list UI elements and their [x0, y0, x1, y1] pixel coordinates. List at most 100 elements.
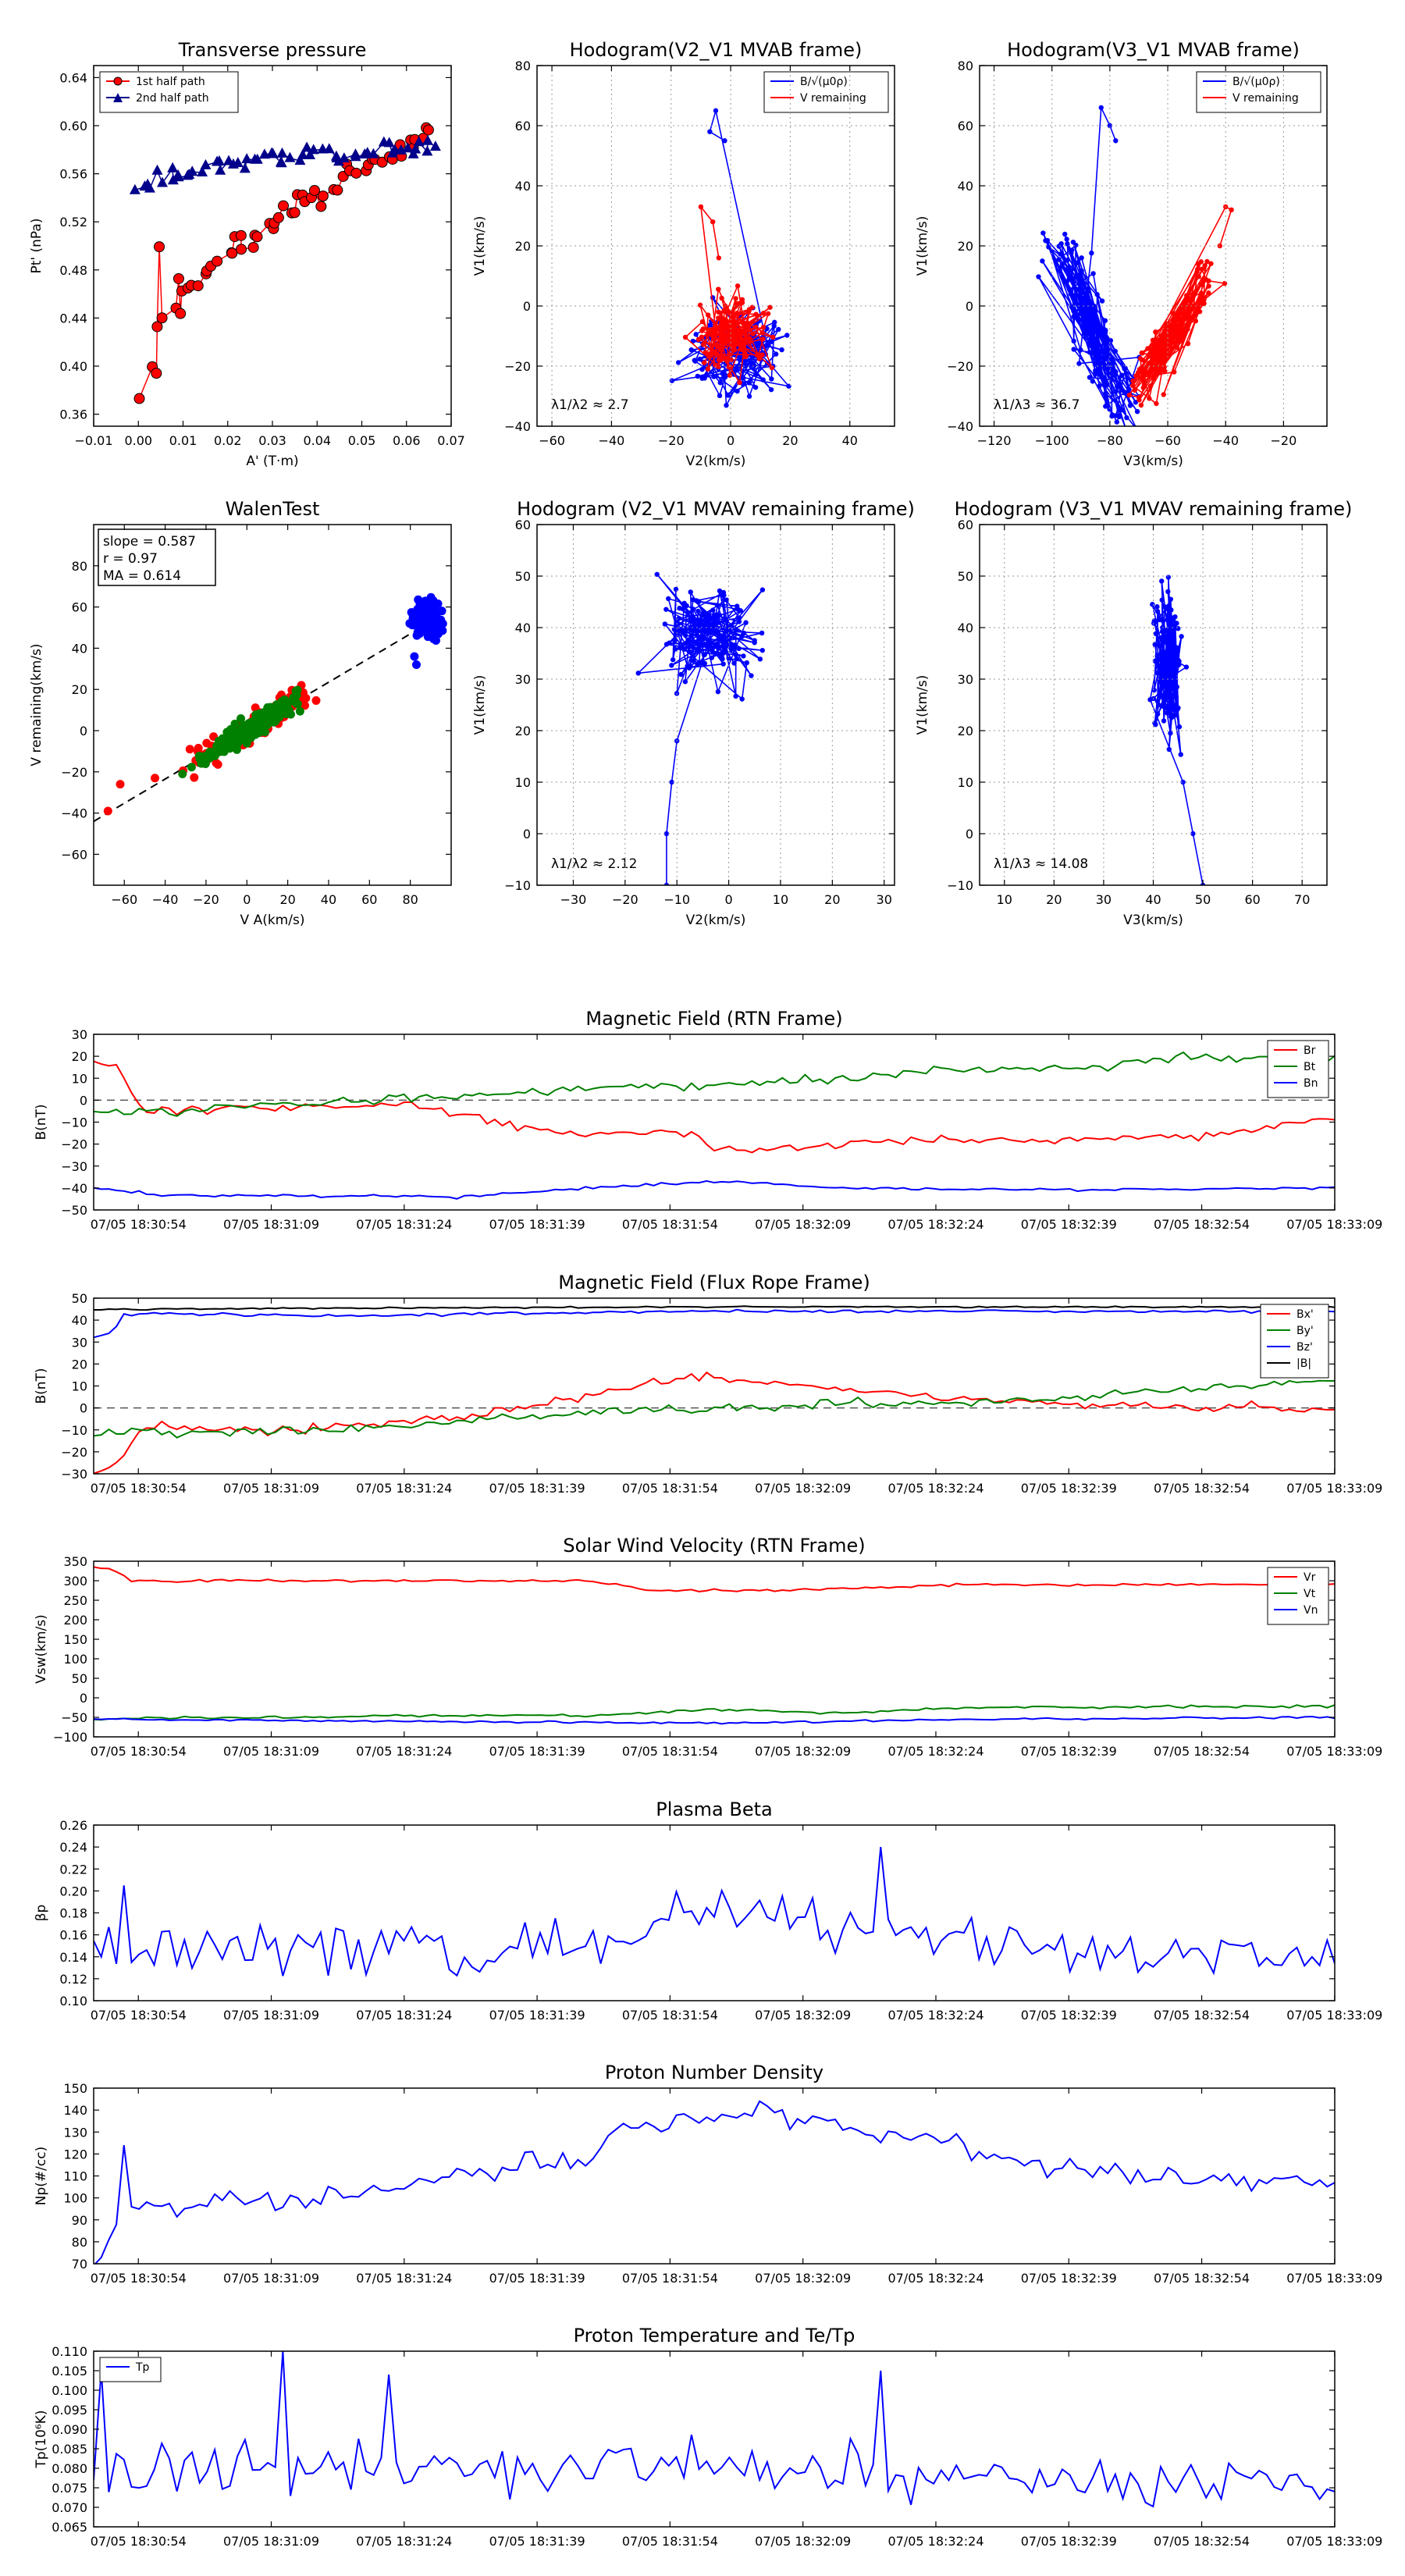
- scatter-point: [425, 622, 435, 632]
- data-point: [713, 642, 720, 647]
- data-point: [1174, 621, 1179, 626]
- y-tick-label: 20: [958, 239, 973, 254]
- data-point: [760, 336, 766, 342]
- data-point: [213, 155, 225, 165]
- data-point: [1069, 251, 1074, 256]
- data-point: [691, 625, 697, 632]
- legend: B/√(μ0ρ) V remaining: [1196, 71, 1321, 113]
- data-point: [1173, 677, 1179, 682]
- scatter-point: [311, 696, 321, 705]
- data-point: [734, 368, 739, 373]
- data-point: [1192, 304, 1197, 310]
- data-point: [1175, 653, 1180, 659]
- data-point: [187, 165, 198, 176]
- data-point: [672, 638, 678, 644]
- data-point: [1222, 280, 1228, 286]
- legend-label: Vt: [1304, 1588, 1316, 1600]
- data-point: [289, 207, 301, 219]
- y-tick-label: 0.070: [52, 2500, 87, 2515]
- x-tick-label: 07/05 18:32:24: [887, 2271, 984, 2286]
- scatter-point: [202, 738, 212, 748]
- x-tick-label: 07/05 18:33:09: [1286, 2008, 1382, 2023]
- y-tick-label: 0.090: [52, 2422, 87, 2437]
- data-point: [1154, 400, 1159, 407]
- data-point: [402, 142, 414, 153]
- x-tick-label: 07/05 18:33:09: [1286, 2534, 1382, 2549]
- data-point: [1153, 631, 1159, 637]
- data-point: [1107, 123, 1113, 129]
- x-tick-label: 07/05 18:33:09: [1286, 1744, 1382, 1759]
- data-point: [706, 613, 712, 618]
- data-point: [680, 606, 685, 612]
- x-tick-label: 07/05 18:31:09: [223, 1481, 319, 1496]
- x-tick-label: 07/05 18:30:54: [91, 1217, 187, 1232]
- data-point: [1178, 304, 1183, 311]
- data-point: [699, 618, 705, 624]
- y-tick-label: −20: [61, 1137, 87, 1152]
- scatter-point: [413, 606, 422, 615]
- y-tick-label: 0.52: [59, 215, 87, 229]
- data-point: [1159, 685, 1165, 691]
- data-point: [129, 183, 140, 194]
- legend-label: |B|: [1297, 1357, 1311, 1370]
- y-axis-label: Np(#/cc): [34, 2147, 49, 2205]
- data-point: [1085, 307, 1091, 312]
- data-point: [682, 632, 688, 639]
- data-point: [720, 634, 725, 639]
- y-tick-label: 100: [63, 1652, 87, 1667]
- data-point: [722, 337, 727, 343]
- y-tick-label: 0.16: [59, 1928, 87, 1943]
- data-point: [276, 147, 288, 158]
- chart-np: 07/05 18:30:54 07/05 18:31:09 07/05 18:31:…: [34, 2062, 1382, 2286]
- series-line-bt: [94, 1051, 1335, 1117]
- y-axis-label: B(nT): [34, 1104, 49, 1140]
- data-point: [734, 311, 740, 316]
- y-tick-label: 0: [80, 1093, 87, 1108]
- data-point: [732, 341, 738, 347]
- legend-label: V remaining: [800, 92, 866, 105]
- data-point: [1161, 704, 1167, 710]
- data-point: [759, 647, 765, 653]
- data-point: [728, 357, 734, 363]
- plot-area: [94, 2351, 1335, 2508]
- data-point: [1167, 678, 1173, 683]
- x-tick-label: 07/05 18:32:09: [755, 1217, 851, 1232]
- data-point: [1170, 623, 1176, 629]
- data-point: [721, 375, 727, 381]
- scatter-point: [247, 718, 257, 728]
- data-point: [1178, 752, 1183, 757]
- data-point: [727, 627, 732, 632]
- plot-frame: [93, 2087, 1336, 2265]
- data-point: [724, 597, 730, 603]
- data-point: [744, 334, 749, 340]
- x-tick-label: 60: [361, 892, 377, 907]
- data-point: [735, 607, 741, 612]
- data-point: [1075, 274, 1080, 279]
- scatter-point: [263, 703, 272, 712]
- data-point: [1158, 355, 1163, 361]
- y-tick-label: 150: [63, 1632, 87, 1647]
- data-point: [746, 308, 752, 314]
- data-point: [1190, 831, 1196, 837]
- data-point: [1119, 372, 1125, 378]
- legend: Tp: [99, 2357, 162, 2382]
- data-point: [1058, 251, 1063, 257]
- data-point: [663, 882, 670, 885]
- data-point: [695, 336, 702, 343]
- data-point: [737, 615, 742, 621]
- x-tick-label: 07/05 18:31:54: [622, 1217, 718, 1232]
- y-axis-label: V remaining(km/s): [29, 643, 44, 766]
- data-point: [1065, 241, 1070, 247]
- eigenvalue-ratio: λ1/λ3 ≈ 14.08: [994, 856, 1088, 872]
- data-point: [173, 171, 184, 182]
- data-point: [692, 358, 698, 364]
- data-point: [1108, 338, 1114, 343]
- data-point: [682, 679, 688, 685]
- legend-box: [763, 71, 889, 113]
- data-point: [1151, 376, 1157, 382]
- chart-title: Hodogram(V3_V1 MVAB frame): [1007, 39, 1300, 61]
- scatter-point: [436, 621, 446, 631]
- data-point: [1142, 365, 1148, 371]
- data-point: [717, 380, 723, 386]
